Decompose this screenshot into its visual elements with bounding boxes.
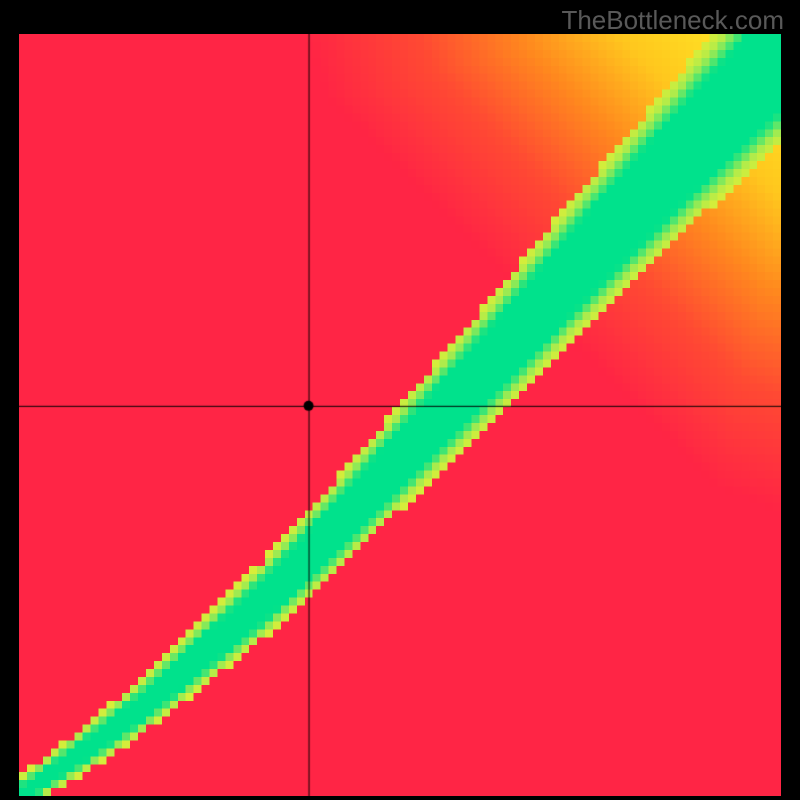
chart-container: TheBottleneck.com [0, 0, 800, 800]
crosshair-overlay [19, 34, 781, 796]
watermark-text: TheBottleneck.com [561, 5, 784, 36]
